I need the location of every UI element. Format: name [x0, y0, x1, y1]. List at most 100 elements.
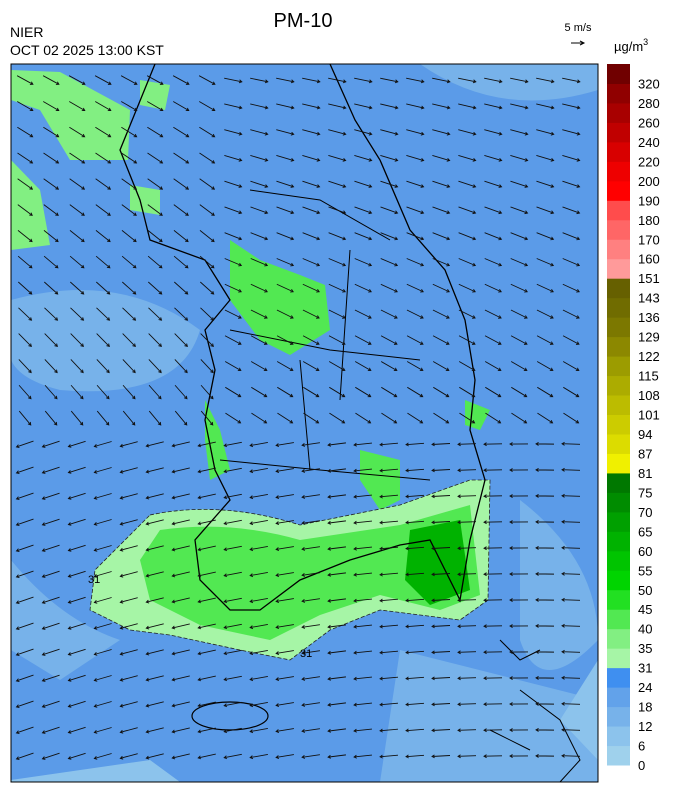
wind-arrow [353, 572, 372, 577]
wind-arrow [562, 155, 581, 162]
wind-arrow [197, 545, 216, 552]
wind-arrow [457, 494, 477, 499]
wind-arrow [327, 702, 346, 707]
wind-arrow [328, 309, 346, 319]
wind-arrow [536, 309, 554, 319]
wind-arrow [249, 701, 268, 708]
wind-arrow [353, 598, 372, 603]
wind-arrow [536, 77, 555, 84]
wind-arrow [251, 386, 268, 398]
wind-arrow [15, 700, 34, 709]
wind-arrow [69, 152, 86, 164]
wind-arrow [483, 728, 503, 733]
wind-arrow [224, 77, 243, 84]
colorbar-label: 18 [638, 700, 652, 715]
wind-arrow [15, 570, 34, 579]
wind-arrow [509, 572, 529, 576]
colorbar-label: 94 [638, 427, 652, 442]
wind-arrow [69, 230, 85, 243]
wind-arrow [15, 752, 34, 761]
wind-arrow [96, 410, 110, 426]
colorbar-label: 55 [638, 563, 652, 578]
wind-arrow [121, 178, 138, 190]
wind-arrow [147, 230, 163, 243]
wind-arrow [197, 675, 216, 682]
colorbar-segment [607, 531, 630, 552]
wind-scale-label: 5 m/s [565, 22, 592, 34]
wind-arrow [536, 361, 554, 371]
wind-arrow [509, 520, 529, 524]
wind-arrow [70, 307, 85, 321]
wind-arrow [95, 255, 111, 269]
wind-arrow [44, 307, 59, 321]
wind-arrow [354, 361, 372, 371]
colorbar-segment [607, 219, 630, 240]
wind-arrow [562, 283, 580, 293]
wind-arrow [301, 624, 320, 629]
wind-arrow [174, 359, 188, 374]
wind-arrow [431, 494, 451, 499]
wind-arrow [119, 675, 138, 682]
wind-arrow [93, 623, 112, 630]
wind-arrow [484, 335, 502, 345]
colorbar-segment [607, 511, 630, 532]
wind-arrow [173, 101, 190, 112]
wind-arrow [483, 520, 503, 525]
wind-arrow [43, 101, 60, 112]
wind-arrow [119, 753, 138, 760]
wind-arrow [353, 702, 372, 707]
colorbar-label: 170 [638, 232, 660, 247]
colorbar-label: 180 [638, 213, 660, 228]
wind-arrow [171, 493, 190, 500]
wind-arrow [145, 623, 164, 630]
wind-arrow [353, 494, 372, 499]
wind-arrow [250, 77, 269, 84]
wind-arrow [173, 230, 189, 243]
wind-arrow [458, 77, 477, 84]
wind-arrow [145, 467, 164, 474]
wind-arrow [432, 129, 451, 136]
wind-arrow [509, 728, 529, 732]
wind-arrow [18, 384, 32, 400]
wind-arrow [43, 204, 59, 216]
wind-arrow [171, 701, 190, 708]
wind-arrow [303, 386, 320, 398]
wind-arrow [17, 101, 34, 112]
colorbar-segment [607, 433, 630, 454]
wind-arrow [536, 258, 555, 267]
wind-arrow [173, 281, 189, 295]
wind-arrow [433, 412, 450, 424]
wind-arrow [327, 546, 346, 551]
colorbar-segment [607, 648, 630, 669]
wind-arrow [69, 126, 86, 138]
wind-arrow [562, 361, 580, 371]
wind-arrow [379, 442, 399, 447]
wind-arrow [327, 520, 346, 525]
wind-arrow [173, 255, 189, 269]
wind-arrow [147, 126, 164, 138]
wind-arrow [249, 727, 268, 734]
wind-arrow [199, 281, 215, 295]
wind-arrow [433, 386, 450, 398]
wind-arrow [171, 675, 190, 682]
colorbar-label: 45 [638, 602, 652, 617]
wind-arrow [69, 101, 86, 112]
wind-arrow [328, 361, 346, 371]
wind-arrow [301, 520, 320, 525]
wind-arrow [121, 152, 138, 164]
colorbar-segment [607, 395, 630, 415]
wind-arrow [380, 103, 399, 110]
wind-arrow [18, 359, 32, 374]
wind-arrow [199, 101, 216, 112]
wind-arrow [147, 178, 164, 190]
colorbar-segment [607, 628, 630, 649]
wind-arrow [380, 129, 399, 136]
wind-arrow [197, 571, 216, 578]
wind-arrow [224, 206, 243, 215]
wind-arrow [328, 258, 347, 267]
wind-arrow [406, 77, 425, 84]
wind-arrow [121, 101, 138, 112]
wind-arrow [302, 283, 320, 293]
wind-arrow [405, 494, 425, 499]
